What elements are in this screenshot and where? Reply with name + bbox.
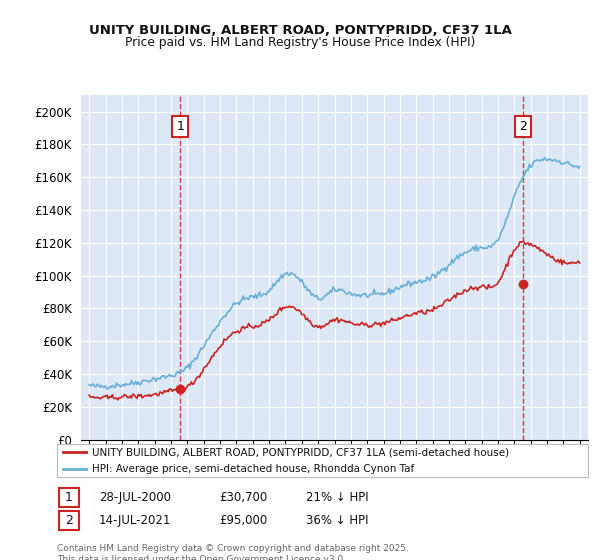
Text: UNITY BUILDING, ALBERT ROAD, PONTYPRIDD, CF37 1LA (semi-detached house): UNITY BUILDING, ALBERT ROAD, PONTYPRIDD,… [92,447,509,458]
Text: Contains HM Land Registry data © Crown copyright and database right 2025.
This d: Contains HM Land Registry data © Crown c… [57,544,409,560]
Text: £95,000: £95,000 [219,514,267,528]
Text: 14-JUL-2021: 14-JUL-2021 [99,514,172,528]
Text: 2: 2 [519,120,527,133]
Text: Price paid vs. HM Land Registry's House Price Index (HPI): Price paid vs. HM Land Registry's House … [125,36,475,49]
Text: 1: 1 [65,491,73,504]
Text: 28-JUL-2000: 28-JUL-2000 [99,491,171,504]
Text: 2: 2 [65,514,73,528]
Text: 1: 1 [176,120,184,133]
Text: £30,700: £30,700 [219,491,267,504]
Text: UNITY BUILDING, ALBERT ROAD, PONTYPRIDD, CF37 1LA: UNITY BUILDING, ALBERT ROAD, PONTYPRIDD,… [89,24,511,36]
Text: 21% ↓ HPI: 21% ↓ HPI [306,491,368,504]
Text: 36% ↓ HPI: 36% ↓ HPI [306,514,368,528]
Text: HPI: Average price, semi-detached house, Rhondda Cynon Taf: HPI: Average price, semi-detached house,… [92,464,414,474]
